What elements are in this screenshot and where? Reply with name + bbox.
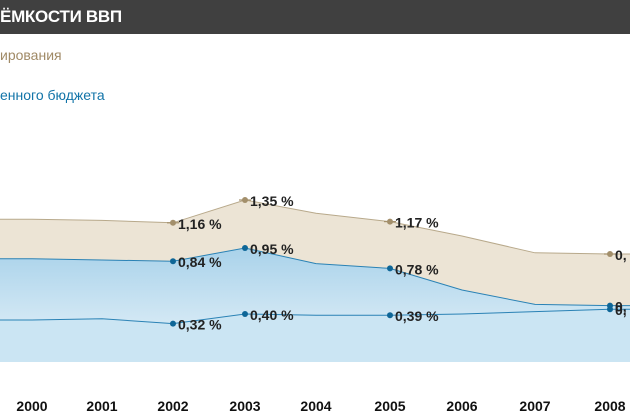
point-total-2002 xyxy=(170,219,176,226)
data-label-total-2008: 0, xyxy=(615,247,627,263)
data-label-lower-2003: 0,40 % xyxy=(250,307,294,323)
x-tick-label-2003: 2003 xyxy=(229,398,260,414)
data-label-lower-2002: 0,32 % xyxy=(178,317,222,333)
point-budget-2002 xyxy=(170,258,176,265)
point-lower-2003 xyxy=(242,311,248,317)
point-total-2005 xyxy=(387,218,393,225)
x-tick-label-2005: 2005 xyxy=(374,398,405,414)
point-budget-2003 xyxy=(242,245,248,251)
data-label-budget-2002: 0,84 % xyxy=(178,254,222,270)
point-total-2003 xyxy=(242,197,248,203)
data-label-budget-2003: 0,95 % xyxy=(250,241,294,257)
data-label-lower-2008: 0, xyxy=(615,302,627,318)
x-tick-label-2001: 2001 xyxy=(86,398,117,414)
point-budget-2005 xyxy=(387,265,393,272)
line-budget xyxy=(0,247,630,307)
point-lower-2008 xyxy=(607,306,613,313)
x-tick-label-2008: 2008 xyxy=(594,398,625,414)
x-tick-label-2002: 2002 xyxy=(157,398,188,414)
x-tick-label-2004: 2004 xyxy=(300,398,331,414)
data-label-lower-2005: 0,39 % xyxy=(395,308,439,324)
data-label-total-2003: 1,35 % xyxy=(250,193,294,209)
chart-title: ЁМКОСТИ ВВП xyxy=(0,7,122,26)
area-lower xyxy=(0,309,630,362)
data-label-budget-2008: 0, xyxy=(615,299,627,315)
x-tick-label-2007: 2007 xyxy=(519,398,550,414)
data-label-total-2005: 1,17 % xyxy=(395,215,439,231)
x-tick-label-2000: 2000 xyxy=(16,398,47,414)
legend-budget-label: енного бюджета xyxy=(0,87,105,103)
legend-total-label: ирования xyxy=(0,47,62,63)
line-total xyxy=(0,199,630,255)
point-total-2008 xyxy=(607,251,613,257)
point-lower-2005 xyxy=(387,312,393,319)
data-label-budget-2005: 0,78 % xyxy=(395,261,439,277)
line-lower xyxy=(0,308,630,325)
point-lower-2002 xyxy=(170,320,176,327)
data-label-total-2002: 1,16 % xyxy=(178,216,222,232)
chart-header: ЁМКОСТИ ВВП xyxy=(0,0,630,34)
x-tick-label-2006: 2006 xyxy=(446,398,477,414)
